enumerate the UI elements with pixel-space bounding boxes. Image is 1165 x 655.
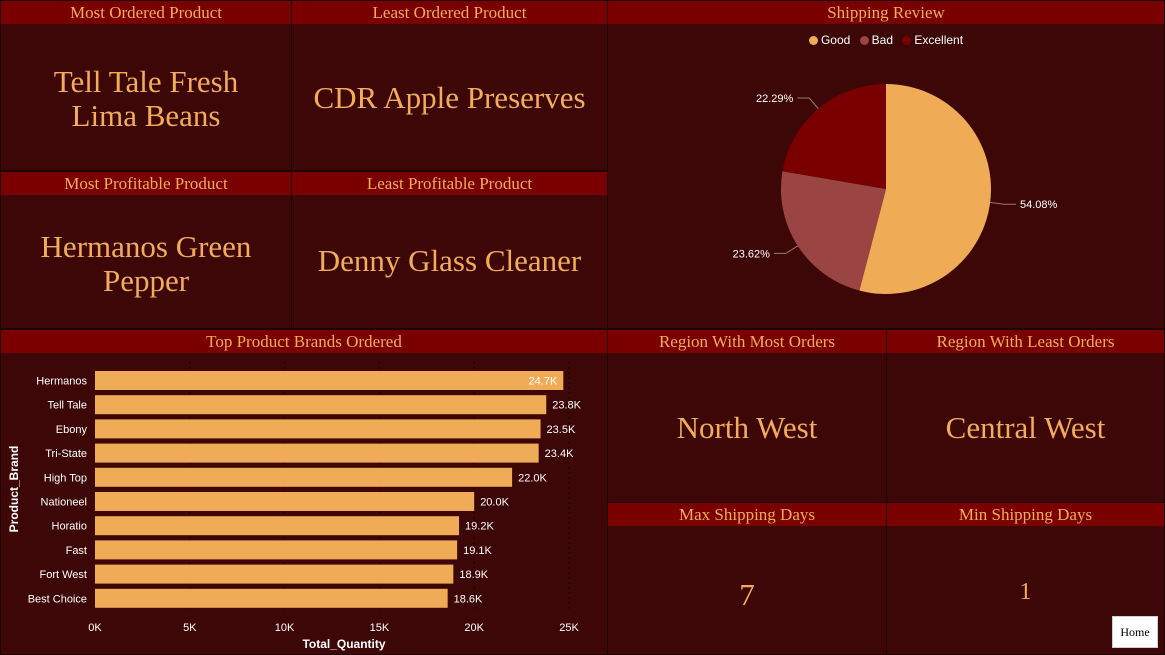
pie-label-excellent: 22.29%	[756, 93, 794, 105]
bar-hermanos[interactable]	[95, 371, 564, 390]
x-tick-label: 15K	[370, 622, 390, 634]
pie-label-good: 54.08%	[1020, 199, 1058, 211]
pie-slice-good[interactable]	[859, 84, 991, 294]
least-ordered-value: CDR Apple Preserves	[313, 80, 586, 115]
x-tick-label: 25K	[559, 622, 579, 634]
y-tick-label: High Top	[44, 472, 87, 484]
pie-legend: Good Bad Excellent	[608, 33, 1164, 47]
most-ordered-card: Most Ordered Product Tell Tale Fresh Lim…	[0, 0, 292, 171]
legend-item-excellent[interactable]: Excellent	[902, 33, 963, 47]
shipping-review-title: Shipping Review	[608, 1, 1164, 24]
least-profitable-value: Denny Glass Cleaner	[317, 243, 582, 278]
region-most-title: Region With Most Orders	[608, 330, 886, 353]
bar-nationeel[interactable]	[95, 492, 475, 511]
bar-data-label: 19.2K	[465, 521, 494, 533]
legend-label-excellent: Excellent	[914, 33, 964, 47]
brands-chart-title: Top Product Brands Ordered	[1, 330, 607, 353]
pie-leader-good	[990, 201, 1017, 205]
x-axis-title: Total_Quantity	[302, 637, 385, 651]
most-profitable-card: Most Profitable Product Hermanos Green P…	[0, 171, 292, 329]
legend-item-good[interactable]: Good	[808, 33, 851, 47]
shipping-review-card: Shipping Review Good Bad Excellent 54.08…	[607, 0, 1165, 329]
max-shipping-title: Max Shipping Days	[608, 503, 886, 526]
bar-data-label: 23.4K	[545, 448, 574, 460]
legend-item-bad[interactable]: Bad	[859, 33, 893, 47]
y-tick-label: Tell Tale	[47, 400, 87, 412]
y-tick-label: Ebony	[56, 424, 88, 436]
least-ordered-title: Least Ordered Product	[292, 1, 607, 24]
legend-dot-excellent	[902, 36, 912, 45]
min-shipping-card: Min Shipping Days 1	[886, 502, 1165, 655]
bar-data-label: 18.6K	[454, 593, 483, 605]
legend-label-good: Good	[820, 33, 851, 47]
x-tick-label: 0K	[88, 622, 102, 634]
x-tick-label: 10K	[275, 622, 295, 634]
bar-tell-tale[interactable]	[95, 395, 547, 415]
y-tick-label: Hermanos	[36, 376, 87, 388]
bar-chart: 0K 5K 10K 15K 20K 25K Hermanos 24.7K Tell Tale 23…	[7, 362, 582, 651]
bar-data-label: 20.0K	[480, 497, 509, 509]
region-least-value: Central West	[945, 410, 1106, 445]
least-ordered-card: Least Ordered Product CDR Apple Preserve…	[291, 0, 608, 171]
region-least-title: Region With Least Orders	[887, 330, 1164, 353]
bar-data-label: 23.8K	[552, 400, 581, 412]
home-button[interactable]: Home	[1112, 616, 1158, 648]
bar-data-label: 23.5K	[547, 424, 576, 436]
bar-horatio[interactable]	[95, 516, 460, 536]
brands-chart-card: Top Product Brands Ordered 0K 5K 10K 15K 20K…	[0, 329, 608, 655]
most-profitable-title: Most Profitable Product	[1, 172, 291, 195]
legend-dot-good	[808, 36, 818, 45]
min-shipping-title: Min Shipping Days	[887, 503, 1164, 526]
pie-slice-excellent[interactable]	[782, 84, 886, 189]
y-tick-label: Best Choice	[28, 593, 87, 605]
most-ordered-value: Tell Tale Fresh Lima Beans	[53, 64, 239, 133]
legend-dot-bad	[859, 36, 869, 45]
pie-leader-excellent	[797, 97, 819, 110]
pie-leader-bad	[773, 245, 798, 254]
y-tick-label: Horatio	[52, 521, 87, 533]
y-tick-label: Fort West	[40, 569, 87, 581]
bar-data-label: 24.7K	[529, 376, 558, 388]
legend-label-bad: Bad	[871, 33, 893, 47]
pie-slice-bad[interactable]	[781, 171, 886, 291]
y-tick-label: Fast	[66, 545, 87, 557]
most-profitable-value: Hermanos Green Pepper	[40, 229, 252, 298]
pie-chart: 54.08% 23.62% 22.29%	[733, 84, 1058, 294]
pie-label-bad: 23.62%	[733, 248, 771, 260]
max-shipping-value: 7	[739, 577, 755, 612]
region-least-card: Region With Least Orders Central West	[886, 329, 1165, 503]
least-profitable-title: Least Profitable Product	[292, 172, 607, 195]
bar-fast[interactable]	[95, 540, 458, 560]
most-ordered-title: Most Ordered Product	[1, 1, 291, 24]
bar-data-label: 19.1K	[463, 545, 492, 557]
max-shipping-card: Max Shipping Days 7	[607, 502, 887, 655]
region-most-card: Region With Most Orders North West	[607, 329, 887, 503]
bar-best-choice[interactable]	[95, 588, 448, 608]
bar-data-label: 18.9K	[459, 569, 488, 581]
region-most-value: North West	[676, 410, 818, 445]
y-axis-title: Product_Brand	[7, 446, 21, 533]
bar-tri-state[interactable]	[95, 443, 539, 463]
least-profitable-card: Least Profitable Product Denny Glass Cle…	[291, 171, 608, 329]
bar-ebony[interactable]	[95, 419, 541, 439]
bar-data-label: 22.0K	[518, 472, 547, 484]
x-tick-label: 20K	[464, 622, 484, 634]
x-tick-label: 5K	[183, 622, 197, 634]
y-tick-label: Nationeel	[41, 497, 87, 509]
bar-high-top[interactable]	[95, 467, 513, 487]
min-shipping-value: 1	[1019, 579, 1032, 605]
bar-fort-west[interactable]	[95, 564, 454, 584]
y-tick-label: Tri-State	[45, 448, 87, 460]
